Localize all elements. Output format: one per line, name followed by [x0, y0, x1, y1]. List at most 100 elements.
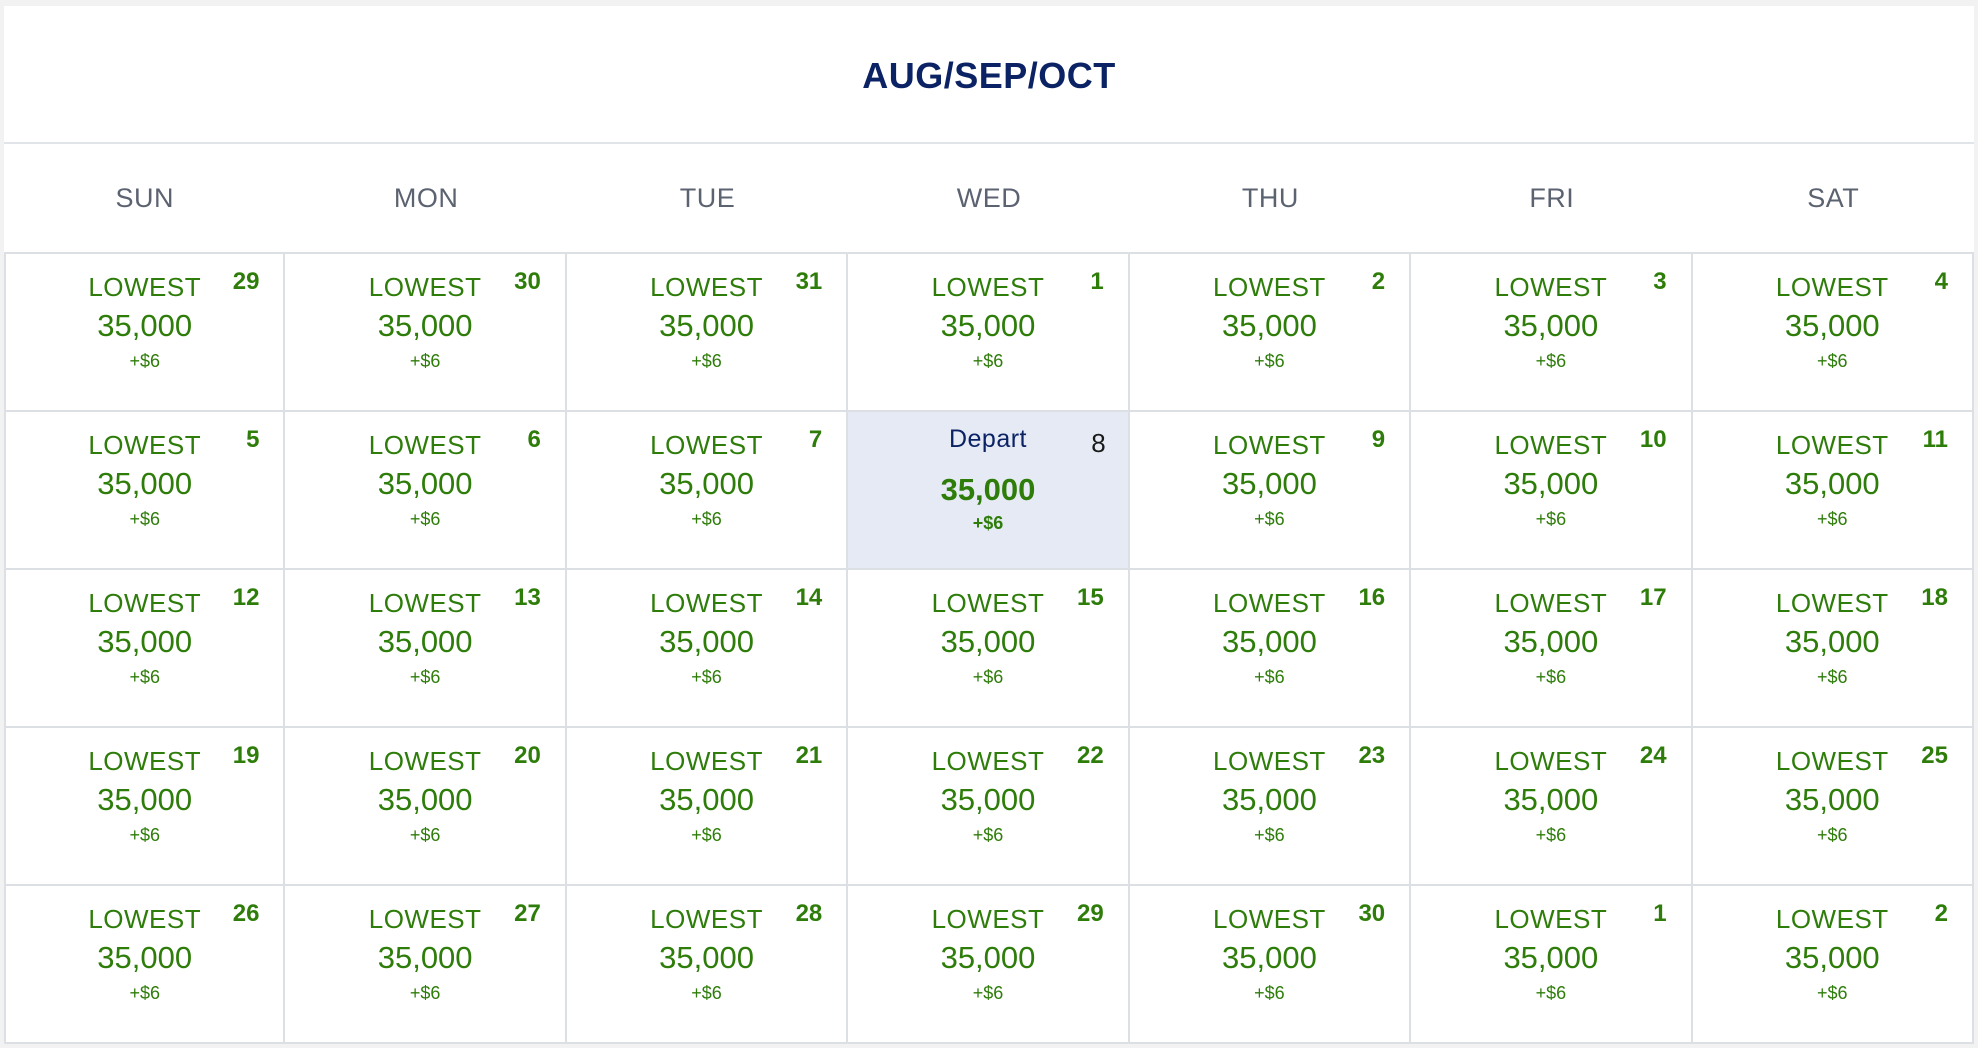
calendar-day-cell[interactable]: 12 LOWEST 35,000 +$6 — [4, 570, 286, 728]
calendar-day-cell[interactable]: 28 LOWEST 35,000 +$6 — [566, 886, 849, 1044]
fare-info: LOWEST 35,000 +$6 — [1693, 586, 1972, 690]
day-number: 13 — [514, 584, 541, 611]
calendar-day-cell[interactable]: 4 LOWEST 35,000 +$6 — [1692, 254, 1974, 412]
points-price: 35,000 — [1784, 782, 1880, 817]
points-price: 35,000 — [659, 624, 754, 659]
lowest-label: LOWEST — [650, 904, 763, 934]
fare-info: LOWEST 35,000 +$6 — [6, 428, 283, 532]
calendar-day-cell[interactable]: 15 LOWEST 35,000 +$6 — [848, 570, 1130, 728]
lowest-label: LOWEST — [1213, 588, 1326, 618]
fee-amount: +$6 — [691, 509, 722, 529]
calendar-day-cell[interactable]: 30 LOWEST 35,000 +$6 — [285, 254, 567, 412]
points-price: 35,000 — [659, 940, 754, 975]
day-number: 30 — [1358, 900, 1386, 927]
day-number: 7 — [808, 426, 823, 453]
fee-amount: +$6 — [691, 351, 722, 371]
fee-amount: +$6 — [1817, 825, 1848, 845]
day-number: 28 — [795, 900, 823, 927]
day-number: 14 — [795, 584, 823, 611]
day-number: 6 — [527, 426, 541, 453]
fare-info: LOWEST 35,000 +$6 — [6, 744, 283, 848]
calendar-day-cell[interactable]: 10 LOWEST 35,000 +$6 — [1411, 412, 1693, 570]
lowest-label: LOWEST — [1494, 430, 1608, 460]
fare-info: LOWEST 35,000 +$6 — [1130, 902, 1409, 1006]
weekday-label: TUE — [679, 182, 736, 213]
fare-info: LOWEST 35,000 +$6 — [567, 586, 846, 690]
calendar-day-cell[interactable]: 30 LOWEST 35,000 +$6 — [1129, 886, 1412, 1044]
lowest-label: LOWEST — [931, 746, 1045, 776]
lowest-label: LOWEST — [1494, 746, 1608, 776]
fare-info: LOWEST 35,000 +$6 — [1693, 270, 1972, 374]
calendar-day-cell[interactable]: 16 LOWEST 35,000 +$6 — [1129, 570, 1412, 728]
calendar-day-cell[interactable]: 20 LOWEST 35,000 +$6 — [285, 728, 567, 886]
lowest-label: LOWEST — [1213, 272, 1326, 302]
calendar-day-cell[interactable]: 29 LOWEST 35,000 +$6 — [4, 254, 286, 412]
day-number: 16 — [1358, 584, 1386, 611]
calendar-header: AUG/SEP/OCT — [4, 6, 1974, 144]
fee-amount: +$6 — [691, 667, 722, 687]
fare-info: LOWEST 35,000 +$6 — [567, 902, 846, 1006]
calendar-day-cell[interactable]: 13 LOWEST 35,000 +$6 — [285, 570, 567, 728]
fare-info: LOWEST 35,000 +$6 — [1411, 902, 1690, 1006]
fee-amount: +$6 — [1535, 825, 1567, 845]
calendar-day-cell[interactable]: 7 LOWEST 35,000 +$6 — [566, 412, 849, 570]
points-price: 35,000 — [377, 466, 473, 501]
calendar-day-cell[interactable]: 23 LOWEST 35,000 +$6 — [1129, 728, 1412, 886]
points-price: 35,000 — [659, 782, 754, 817]
fare-info: LOWEST 35,000 +$6 — [1130, 586, 1409, 690]
fee-amount: +$6 — [129, 509, 160, 529]
calendar-day-cell[interactable]: 21 LOWEST 35,000 +$6 — [566, 728, 849, 886]
calendar-day-cell[interactable]: 2 LOWEST 35,000 +$6 — [1692, 886, 1974, 1044]
lowest-label: LOWEST — [650, 746, 763, 776]
calendar-day-cell-selected[interactable]: 8 Depart 35,000 +$6 — [848, 412, 1130, 570]
points-price: 35,000 — [940, 308, 1036, 343]
calendar-day-cell[interactable]: 24 LOWEST 35,000 +$6 — [1411, 728, 1693, 886]
lowest-label: LOWEST — [1775, 272, 1889, 302]
day-number: 31 — [795, 268, 823, 295]
calendar-day-cell[interactable]: 31 LOWEST 35,000 +$6 — [566, 254, 849, 412]
fare-info: LOWEST 35,000 +$6 — [6, 270, 283, 374]
day-number: 3 — [1653, 268, 1667, 295]
calendar-day-cell[interactable]: 18 LOWEST 35,000 +$6 — [1692, 570, 1974, 728]
points-price: 35,000 — [1222, 940, 1317, 975]
calendar-grid: 29 LOWEST 35,000 +$6 30 LOWEST 35,000 +$6 31 LOWE… — [4, 254, 1974, 1044]
fee-amount: +$6 — [972, 983, 1004, 1003]
calendar-day-cell[interactable]: 29 LOWEST 35,000 +$6 — [848, 886, 1130, 1044]
calendar-day-cell[interactable]: 22 LOWEST 35,000 +$6 — [848, 728, 1130, 886]
fare-info: LOWEST 35,000 +$6 — [1693, 428, 1972, 532]
calendar-day-cell[interactable]: 2 LOWEST 35,000 +$6 — [1129, 254, 1412, 412]
points-price: 35,000 — [97, 782, 193, 817]
fee-amount: +$6 — [1817, 667, 1848, 687]
calendar-day-cell[interactable]: 11 LOWEST 35,000 +$6 — [1692, 412, 1974, 570]
lowest-label: LOWEST — [1494, 588, 1608, 618]
points-price: 35,000 — [1784, 624, 1880, 659]
fee-amount: +$6 — [1817, 351, 1848, 371]
day-number: 17 — [1639, 584, 1667, 611]
calendar-day-cell[interactable]: 27 LOWEST 35,000 +$6 — [285, 886, 567, 1044]
points-price: 35,000 — [1503, 782, 1599, 817]
calendar-day-cell[interactable]: 1 LOWEST 35,000 +$6 — [848, 254, 1130, 412]
calendar-day-cell[interactable]: 9 LOWEST 35,000 +$6 — [1129, 412, 1412, 570]
calendar-day-cell[interactable]: 17 LOWEST 35,000 +$6 — [1411, 570, 1693, 728]
fee-amount: +$6 — [1254, 983, 1285, 1003]
points-price: 35,000 — [377, 624, 473, 659]
calendar-day-cell[interactable]: 1 LOWEST 35,000 +$6 — [1411, 886, 1693, 1044]
calendar-day-cell[interactable]: 14 LOWEST 35,000 +$6 — [566, 570, 849, 728]
calendar-day-cell[interactable]: 25 LOWEST 35,000 +$6 — [1692, 728, 1974, 886]
lowest-label: LOWEST — [650, 272, 763, 302]
lowest-label: LOWEST — [1775, 746, 1889, 776]
lowest-label: LOWEST — [368, 430, 482, 460]
fare-info: LOWEST 35,000 +$6 — [285, 744, 564, 848]
calendar-day-cell[interactable]: 5 LOWEST 35,000 +$6 — [4, 412, 286, 570]
fee-amount: +$6 — [972, 667, 1004, 687]
calendar-day-cell[interactable]: 26 LOWEST 35,000 +$6 — [4, 886, 286, 1044]
calendar-day-cell[interactable]: 6 LOWEST 35,000 +$6 — [285, 412, 567, 570]
points-price: 35,000 — [377, 308, 473, 343]
points-price: 35,000 — [940, 782, 1036, 817]
lowest-label: LOWEST — [368, 272, 482, 302]
calendar-day-cell[interactable]: 19 LOWEST 35,000 +$6 — [4, 728, 286, 886]
fee-amount: +$6 — [691, 983, 722, 1003]
calendar-day-cell[interactable]: 3 LOWEST 35,000 +$6 — [1411, 254, 1693, 412]
fee-amount: +$6 — [1254, 667, 1285, 687]
fee-amount: +$6 — [691, 825, 722, 845]
